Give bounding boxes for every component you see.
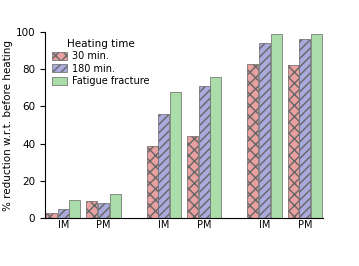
Bar (187, 136, 198, 218)
Bar (288, 65, 299, 218)
Bar (210, 77, 222, 218)
Bar (109, 194, 121, 218)
Bar (158, 114, 169, 218)
Legend: 30 min., 180 min., Fatigue fracture: 30 min., 180 min., Fatigue fracture (50, 37, 151, 88)
Bar (311, 34, 322, 218)
Bar (86, 201, 97, 218)
Bar (299, 39, 310, 218)
Bar (146, 146, 158, 218)
Bar (69, 200, 80, 218)
Y-axis label: HRB  variation of
% reduction w.r.t. before heating: HRB variation of % reduction w.r.t. befo… (0, 40, 13, 210)
Bar (98, 203, 109, 218)
Bar (58, 209, 69, 218)
Bar (46, 213, 57, 218)
Bar (259, 43, 270, 218)
Bar (247, 64, 258, 218)
Bar (199, 86, 210, 218)
Bar (271, 34, 282, 218)
Bar (170, 92, 181, 218)
